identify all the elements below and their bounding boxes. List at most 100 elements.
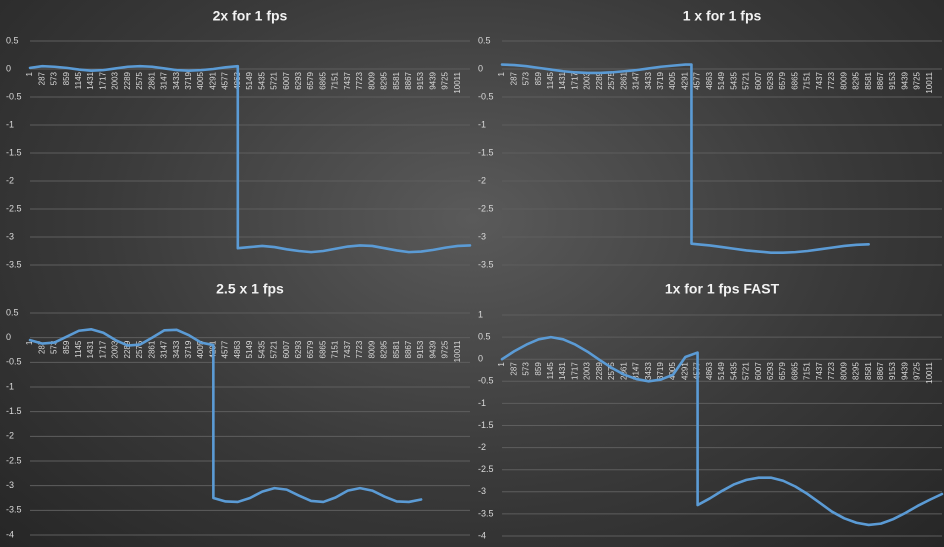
x-tick-label: 10011	[925, 71, 934, 93]
x-tick-label: 2289	[595, 71, 604, 89]
x-tick-label: 3147	[632, 71, 641, 89]
x-tick-label: 1717	[98, 340, 107, 358]
x-tick-label: 4291	[208, 71, 217, 89]
x-tick-label: 1145	[546, 71, 555, 89]
x-tick-label: 2575	[135, 71, 144, 89]
x-tick-label: 8295	[380, 71, 389, 89]
y-tick-label: -3.5	[478, 259, 494, 269]
x-tick-label: 7437	[815, 71, 824, 89]
x-tick-label: 287	[509, 362, 518, 376]
x-tick-label: 9439	[900, 362, 909, 380]
x-tick-label: 5149	[717, 362, 726, 380]
x-tick-label: 2003	[583, 71, 592, 89]
x-tick-label: 5149	[245, 71, 254, 89]
y-tick-label: -3	[478, 231, 486, 241]
x-tick-label: 7723	[355, 71, 364, 89]
x-tick-label: 4005	[196, 71, 205, 89]
x-tick-label: 3433	[172, 340, 181, 358]
y-tick-label: -1.5	[6, 147, 22, 157]
x-tick-label: 4005	[668, 362, 677, 380]
x-tick-label: 5435	[729, 71, 738, 89]
x-tick-label: 8295	[852, 362, 861, 380]
y-tick-label: 0.5	[6, 35, 19, 45]
chart-panel: 1 x for 1 fps -3.5 -3 -2.5 -2 -1.5 -1 -0.5 0 0.5 1…	[478, 8, 942, 269]
x-tick-label: 8581	[864, 71, 873, 89]
x-tick-label: 3719	[184, 71, 193, 89]
y-tick-label: 0.5	[478, 331, 491, 341]
chart-title: 1 x for 1 fps	[683, 8, 762, 24]
x-tick-label: 4577	[693, 71, 702, 89]
y-tick-label: -2.5	[478, 203, 494, 213]
x-tick-label: 8867	[876, 362, 885, 380]
y-tick-label: -1	[6, 119, 14, 129]
y-tick-label: 0	[6, 63, 11, 73]
x-tick-label: 9725	[913, 71, 922, 89]
x-tick-label: 6865	[790, 71, 799, 89]
chart-title: 1x for 1 fps FAST	[665, 281, 780, 297]
x-tick-label: 2575	[607, 362, 616, 380]
y-tick-label: -0.5	[478, 376, 494, 386]
y-tick-label: -0.5	[6, 357, 22, 367]
x-tick-label: 6579	[778, 362, 787, 380]
x-tick-label: 3147	[632, 362, 641, 380]
x-tick-label: 4863	[705, 362, 714, 380]
x-tick-label: 1431	[558, 362, 567, 380]
x-tick-label: 6007	[754, 71, 763, 89]
x-tick-label: 7151	[331, 340, 340, 358]
x-tick-label: 8009	[367, 71, 376, 89]
y-tick-label: -2.5	[478, 464, 494, 474]
x-tick-label: 4577	[221, 340, 230, 358]
x-tick-label: 859	[62, 71, 71, 85]
x-tick-label: 7723	[827, 362, 836, 380]
x-tick-label: 287	[509, 71, 518, 85]
x-tick-label: 1717	[98, 71, 107, 89]
x-tick-label: 1	[497, 362, 506, 367]
x-tick-label: 9153	[888, 362, 897, 380]
x-tick-label: 8009	[839, 362, 848, 380]
y-tick-label: -3.5	[478, 508, 494, 518]
x-tick-label: 573	[522, 71, 531, 85]
y-tick-label: -1	[6, 381, 14, 391]
x-tick-label: 8867	[404, 340, 413, 358]
x-tick-label: 1145	[546, 362, 555, 380]
y-tick-label: -1.5	[6, 406, 22, 416]
x-tick-label: 6865	[318, 71, 327, 89]
y-tick-label: -3	[6, 480, 14, 490]
x-tick-label: 6579	[306, 71, 315, 89]
x-tick-label: 1431	[86, 71, 95, 89]
x-tick-label: 1	[497, 71, 506, 76]
x-tick-label: 10011	[453, 340, 462, 362]
x-tick-label: 7151	[803, 71, 812, 89]
x-tick-label: 9439	[428, 71, 437, 89]
x-tick-label: 3147	[160, 340, 169, 358]
y-tick-label: -3	[478, 486, 486, 496]
y-tick-label: -2	[478, 175, 486, 185]
x-tick-label: 4577	[221, 71, 230, 89]
x-tick-label: 2861	[619, 362, 628, 380]
x-tick-label: 3433	[172, 71, 181, 89]
x-tick-label: 287	[37, 340, 46, 354]
x-tick-label: 6007	[282, 71, 291, 89]
x-tick-label: 2575	[135, 340, 144, 358]
x-tick-label: 7723	[827, 71, 836, 89]
y-tick-label: -3	[6, 231, 14, 241]
y-tick-label: -3.5	[6, 259, 22, 269]
x-tick-label: 8867	[876, 71, 885, 89]
x-tick-label: 9153	[416, 340, 425, 358]
chart-panel: 2.5 x 1 fps -4 -3.5 -3 -2.5 -2 -1.5 -1 -0.5 0 0.5 1…	[6, 281, 470, 539]
x-tick-label: 6293	[294, 340, 303, 358]
x-tick-label: 9153	[888, 71, 897, 89]
x-tick-label: 10011	[453, 71, 462, 93]
x-tick-label: 4863	[233, 340, 242, 358]
series-line	[500, 63, 870, 254]
x-tick-label: 5721	[742, 362, 751, 380]
x-tick-label: 1145	[74, 71, 83, 89]
x-tick-label: 7437	[343, 340, 352, 358]
x-tick-label: 3433	[644, 71, 653, 89]
x-tick-label: 3719	[656, 362, 665, 380]
y-tick-label: -1	[478, 119, 486, 129]
y-tick-label: -2	[6, 175, 14, 185]
y-tick-label: -1	[478, 398, 486, 408]
